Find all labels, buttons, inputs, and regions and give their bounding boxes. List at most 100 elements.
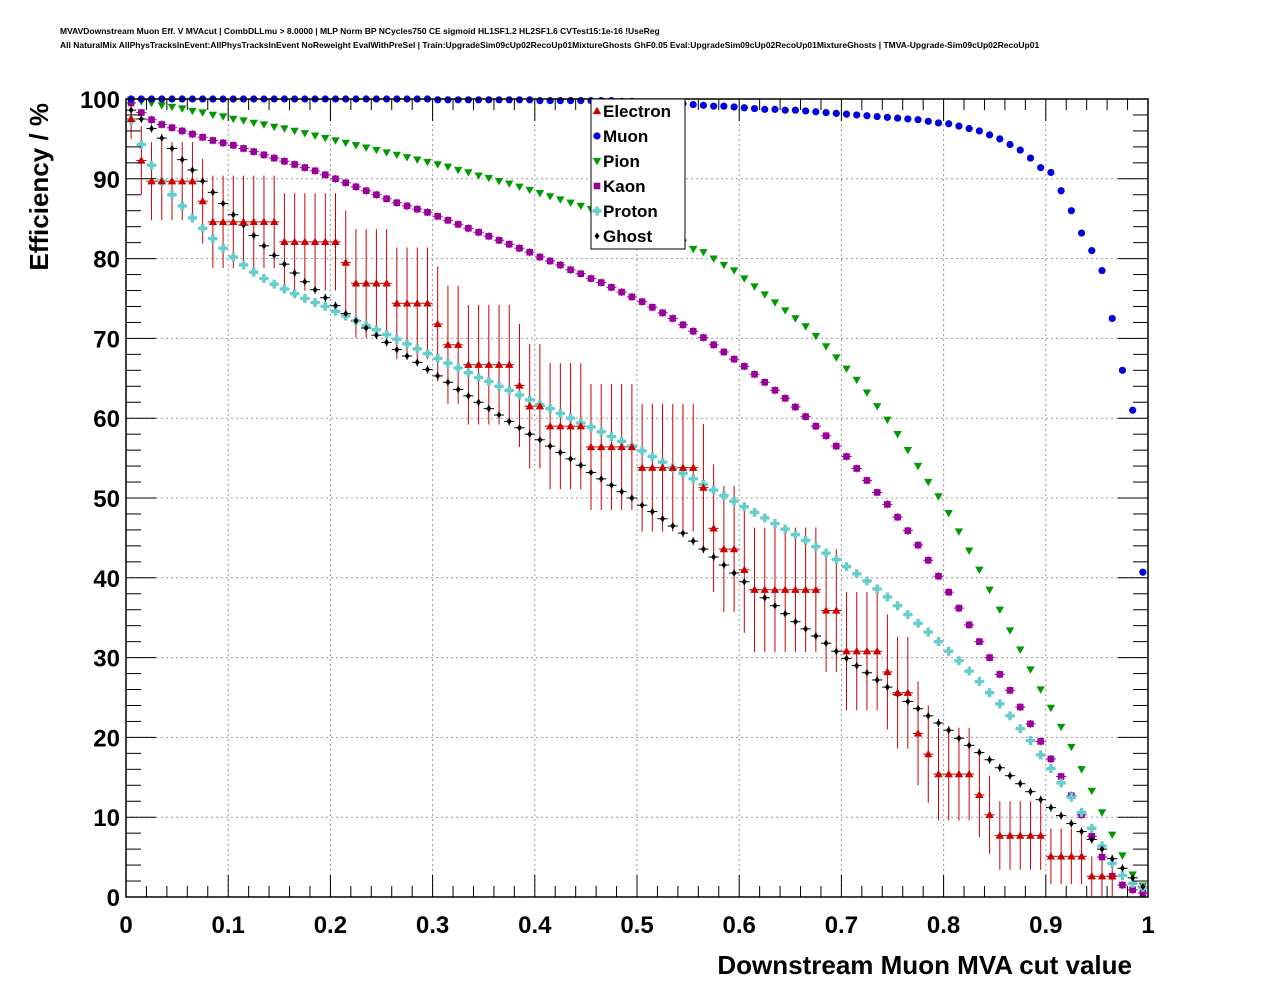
muon-point — [985, 131, 994, 139]
pion-point — [515, 183, 524, 191]
ghost-point — [670, 522, 676, 530]
pion-point — [954, 528, 964, 536]
ghost-point — [608, 481, 614, 489]
proton-point — [198, 223, 208, 233]
muon-point — [464, 96, 472, 104]
pion-point — [259, 121, 269, 129]
proton-point — [187, 213, 197, 223]
pion-point — [689, 245, 698, 254]
proton-point — [739, 502, 749, 512]
muon-point — [1108, 314, 1116, 323]
pion-point — [1056, 723, 1066, 732]
proton-point — [218, 243, 228, 253]
muon-point — [771, 105, 779, 113]
kaon-point — [812, 422, 820, 430]
pion-point — [699, 249, 708, 257]
pion-point — [750, 283, 759, 291]
ghost-point — [987, 756, 993, 764]
y-tick-label: 100 — [80, 87, 120, 114]
kaon-point — [178, 127, 186, 135]
kaon-point — [516, 244, 523, 252]
muon-point — [556, 96, 564, 105]
ghost-point — [210, 188, 216, 196]
electron-point — [648, 463, 657, 471]
grid — [126, 99, 1148, 897]
electron-point — [413, 299, 422, 307]
x-tick-label: 0.6 — [723, 912, 756, 939]
ghost-point — [1089, 836, 1095, 844]
kaon-point — [781, 394, 789, 402]
electron-point — [484, 360, 494, 368]
proton-point — [494, 381, 504, 391]
kaon-point — [475, 228, 482, 236]
muon-point — [781, 106, 789, 114]
proton-point — [1056, 778, 1066, 788]
electron-point — [402, 299, 412, 307]
kaon-point — [321, 171, 329, 179]
electron-point — [770, 585, 780, 593]
electron-point — [566, 421, 575, 430]
kaon-point — [955, 604, 963, 612]
pion-point — [780, 307, 790, 315]
ghost-point — [435, 372, 441, 380]
electron-point — [453, 340, 463, 348]
ghost-point — [844, 654, 850, 662]
proton-point — [596, 427, 606, 437]
proton-point — [1087, 823, 1097, 833]
muon-point — [536, 96, 544, 105]
electron-point — [1056, 852, 1066, 860]
ghost-point — [363, 324, 369, 332]
kaon-point — [628, 293, 636, 301]
pion-point — [310, 132, 320, 140]
chart-header-line-1: MVAVDownstream Muon Eff. V MVAcut | Comb… — [60, 26, 660, 36]
pion-point — [985, 586, 994, 594]
pion-point — [208, 111, 218, 120]
electron-point — [310, 237, 320, 245]
proton-point — [954, 656, 964, 666]
ghost-point — [1038, 796, 1044, 804]
x-tick-label: 0.8 — [927, 912, 960, 939]
pion-point — [372, 146, 381, 155]
proton-point — [412, 344, 422, 354]
kaon-point — [710, 341, 717, 349]
ghost-point — [486, 405, 492, 413]
ghost-point — [138, 115, 144, 123]
proton-point — [750, 507, 760, 517]
ghost-point — [1079, 828, 1085, 836]
ghost-point — [1027, 788, 1033, 796]
electron-point — [157, 176, 166, 185]
proton-point — [1036, 750, 1046, 760]
data-markers — [126, 95, 1148, 897]
kaon-point — [189, 130, 196, 138]
electron-point — [1016, 831, 1025, 839]
muon-point — [842, 110, 851, 118]
proton-point — [1117, 870, 1127, 880]
electron-point — [126, 114, 136, 123]
muon-point — [822, 108, 830, 117]
muon-point — [975, 127, 983, 135]
pion-point — [872, 403, 882, 411]
ghost-point — [762, 594, 768, 602]
electron-point — [964, 769, 974, 778]
proton-point — [177, 201, 187, 211]
kaon-point — [1047, 755, 1055, 763]
ghost-point — [568, 455, 574, 463]
electron-point — [198, 196, 207, 205]
pion-point — [474, 172, 483, 180]
electron-point — [351, 279, 361, 287]
pion-point — [218, 113, 228, 121]
ghost-point — [884, 683, 890, 691]
electron-point — [617, 442, 626, 451]
ghost-point — [1140, 883, 1146, 891]
kaon-point — [1119, 881, 1126, 889]
proton-point — [545, 404, 555, 414]
ghost-point — [547, 442, 553, 450]
kaon-point — [209, 137, 217, 144]
muon-point — [505, 96, 513, 104]
muon-point — [812, 108, 820, 116]
kaon-point — [884, 501, 891, 508]
kaon-point — [792, 403, 799, 411]
pion-point — [1026, 666, 1035, 674]
proton-point — [801, 535, 811, 545]
